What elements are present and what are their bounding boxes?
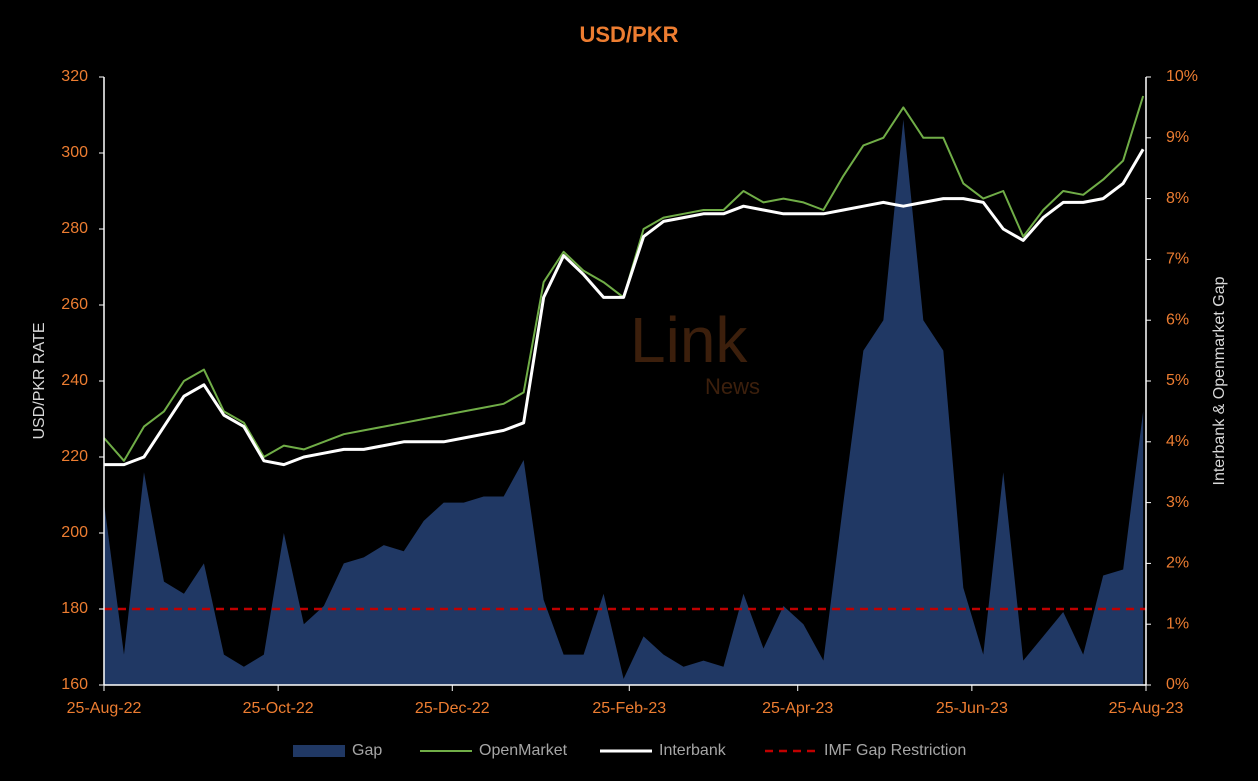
legend-swatch <box>293 745 345 757</box>
y-tick-label: 320 <box>61 68 88 85</box>
y2-tick-label: 5% <box>1166 372 1189 389</box>
y2-tick-label: 0% <box>1166 676 1189 693</box>
x-tick-label: 25-Dec-22 <box>415 700 490 717</box>
chart-title: USD/PKR <box>579 22 678 47</box>
y2-tick-label: 3% <box>1166 494 1189 511</box>
y-tick-label: 220 <box>61 448 88 465</box>
y-tick-label: 180 <box>61 600 88 617</box>
y-axis-title: USD/PKR RATE <box>31 322 48 439</box>
y-tick-label: 260 <box>61 296 88 313</box>
legend-label: Gap <box>352 742 382 759</box>
y2-tick-label: 10% <box>1166 68 1198 85</box>
y-tick-label: 300 <box>61 144 88 161</box>
x-tick-label: 25-Apr-23 <box>762 700 833 717</box>
legend-label: IMF Gap Restriction <box>824 742 966 759</box>
watermark: Link <box>630 304 748 376</box>
y-tick-label: 160 <box>61 676 88 693</box>
y2-tick-label: 9% <box>1166 129 1189 146</box>
y2-tick-label: 1% <box>1166 615 1189 632</box>
x-tick-label: 25-Oct-22 <box>243 700 314 717</box>
y2-tick-label: 6% <box>1166 311 1189 328</box>
gap-area <box>104 119 1144 685</box>
y2-tick-label: 2% <box>1166 555 1189 572</box>
watermark: News <box>705 374 760 399</box>
series-line <box>104 148 1145 467</box>
y-tick-label: 200 <box>61 524 88 541</box>
legend-label: OpenMarket <box>479 742 568 759</box>
x-tick-label: 25-Jun-23 <box>936 700 1008 717</box>
y2-tick-label: 8% <box>1166 190 1189 207</box>
y-tick-label: 240 <box>61 372 88 389</box>
x-tick-label: 25-Aug-22 <box>67 700 142 717</box>
x-tick-label: 25-Aug-23 <box>1109 700 1184 717</box>
y2-tick-label: 7% <box>1166 251 1189 268</box>
series-line <box>103 95 1145 462</box>
legend-label: Interbank <box>659 742 727 759</box>
x-tick-label: 25-Feb-23 <box>592 700 666 717</box>
y2-axis-title: Interbank & Openmarket Gap <box>1211 276 1228 485</box>
y-tick-label: 280 <box>61 220 88 237</box>
y2-tick-label: 4% <box>1166 433 1189 450</box>
